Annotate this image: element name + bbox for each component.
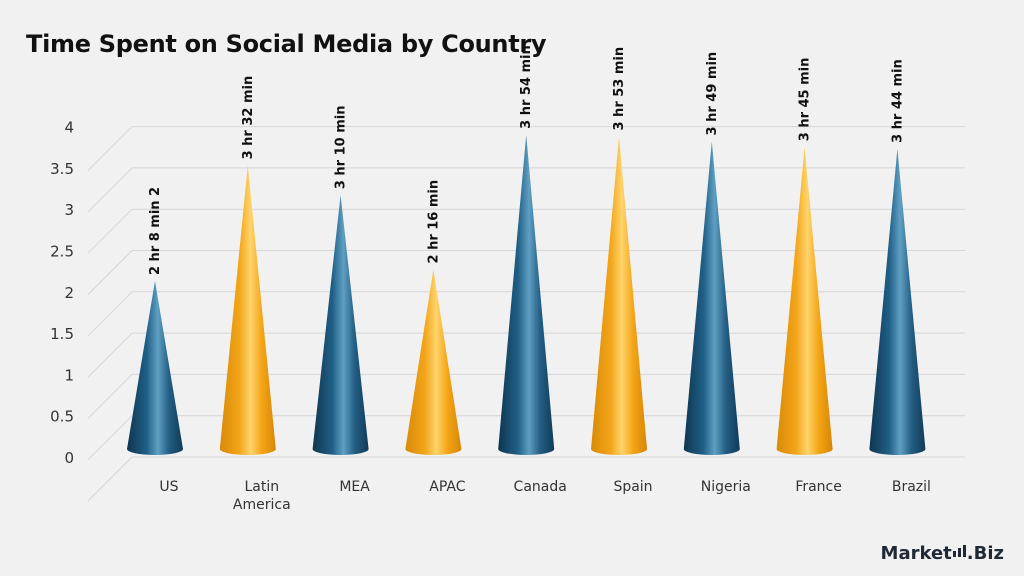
x-tick-label: France	[795, 479, 842, 495]
y-axis-ticks: 0 0.5 1 1.5 2 2.5 3 3.5 4	[50, 119, 74, 467]
y-tick-label: 2.5	[50, 243, 74, 261]
cone-bar	[405, 269, 462, 455]
gridline-depth	[87, 126, 133, 171]
gridline-depth	[87, 456, 133, 502]
x-tick-label: Brazil	[892, 479, 931, 495]
x-tick-label: Spain	[613, 479, 652, 495]
x-tick-label: US	[159, 479, 178, 495]
x-tick-label: Canada	[514, 479, 567, 495]
data-label: 3 hr 53 min	[612, 47, 627, 131]
y-tick-label: 0	[64, 449, 74, 467]
gridlines	[87, 126, 965, 502]
gridline-depth	[87, 332, 133, 378]
data-label: 3 hr 49 min	[705, 52, 720, 136]
cone-bar	[219, 165, 276, 455]
y-tick-label: 3.5	[50, 160, 74, 178]
cone-bar	[591, 136, 647, 455]
cone-bar	[776, 147, 833, 455]
data-label: 2 hr 16 min	[426, 180, 441, 264]
cone-bar	[869, 148, 926, 456]
y-tick-label: 1.5	[50, 325, 74, 343]
gridline-depth	[87, 291, 133, 337]
cone-bar	[127, 281, 183, 455]
data-label: 3 hr 10 min	[334, 106, 349, 190]
x-tick-label: MEA	[339, 479, 370, 495]
y-tick-label: 0.5	[50, 408, 74, 426]
x-tick-label: APAC	[429, 479, 465, 495]
x-axis-ticks: US Latin America MEA APAC Canada Spain Nigeria F…	[159, 479, 931, 513]
y-tick-label: 2	[64, 284, 74, 302]
cone-bar	[312, 195, 369, 455]
y-tick-label: 1	[64, 366, 74, 384]
gridline-depth	[87, 415, 133, 461]
gridline-depth	[87, 374, 133, 419]
data-labels: 2 hr 8 min 2 3 hr 32 min 3 hr 10 min 2 hr 1…	[148, 45, 905, 275]
data-label: 3 hr 32 min	[241, 76, 256, 160]
x-tick-label: Latin America	[233, 479, 291, 513]
gridline-depth	[87, 208, 133, 254]
gridline-depth	[87, 167, 133, 213]
y-tick-label: 3	[64, 201, 74, 219]
marketbiz-logo: Market .Biz	[881, 543, 1004, 564]
logo-prefix: Market	[880, 543, 952, 564]
x-tick-label: Nigeria	[701, 479, 751, 495]
cone-bar	[498, 134, 555, 456]
y-tick-label: 4	[64, 119, 74, 137]
logo-bars-icon	[952, 545, 966, 557]
logo-suffix: .Biz	[966, 543, 1004, 564]
chart-title: Time Spent on Social Media by Country	[26, 30, 547, 58]
data-label: 3 hr 45 min	[798, 58, 813, 142]
cone-bars	[127, 134, 926, 456]
data-label: 3 hr 44 min	[890, 59, 905, 143]
data-label: 2 hr 8 min 2	[148, 187, 163, 275]
data-label: 3 hr 54 min	[519, 45, 534, 129]
gridline-depth	[87, 250, 133, 295]
cone-bar	[683, 141, 740, 455]
